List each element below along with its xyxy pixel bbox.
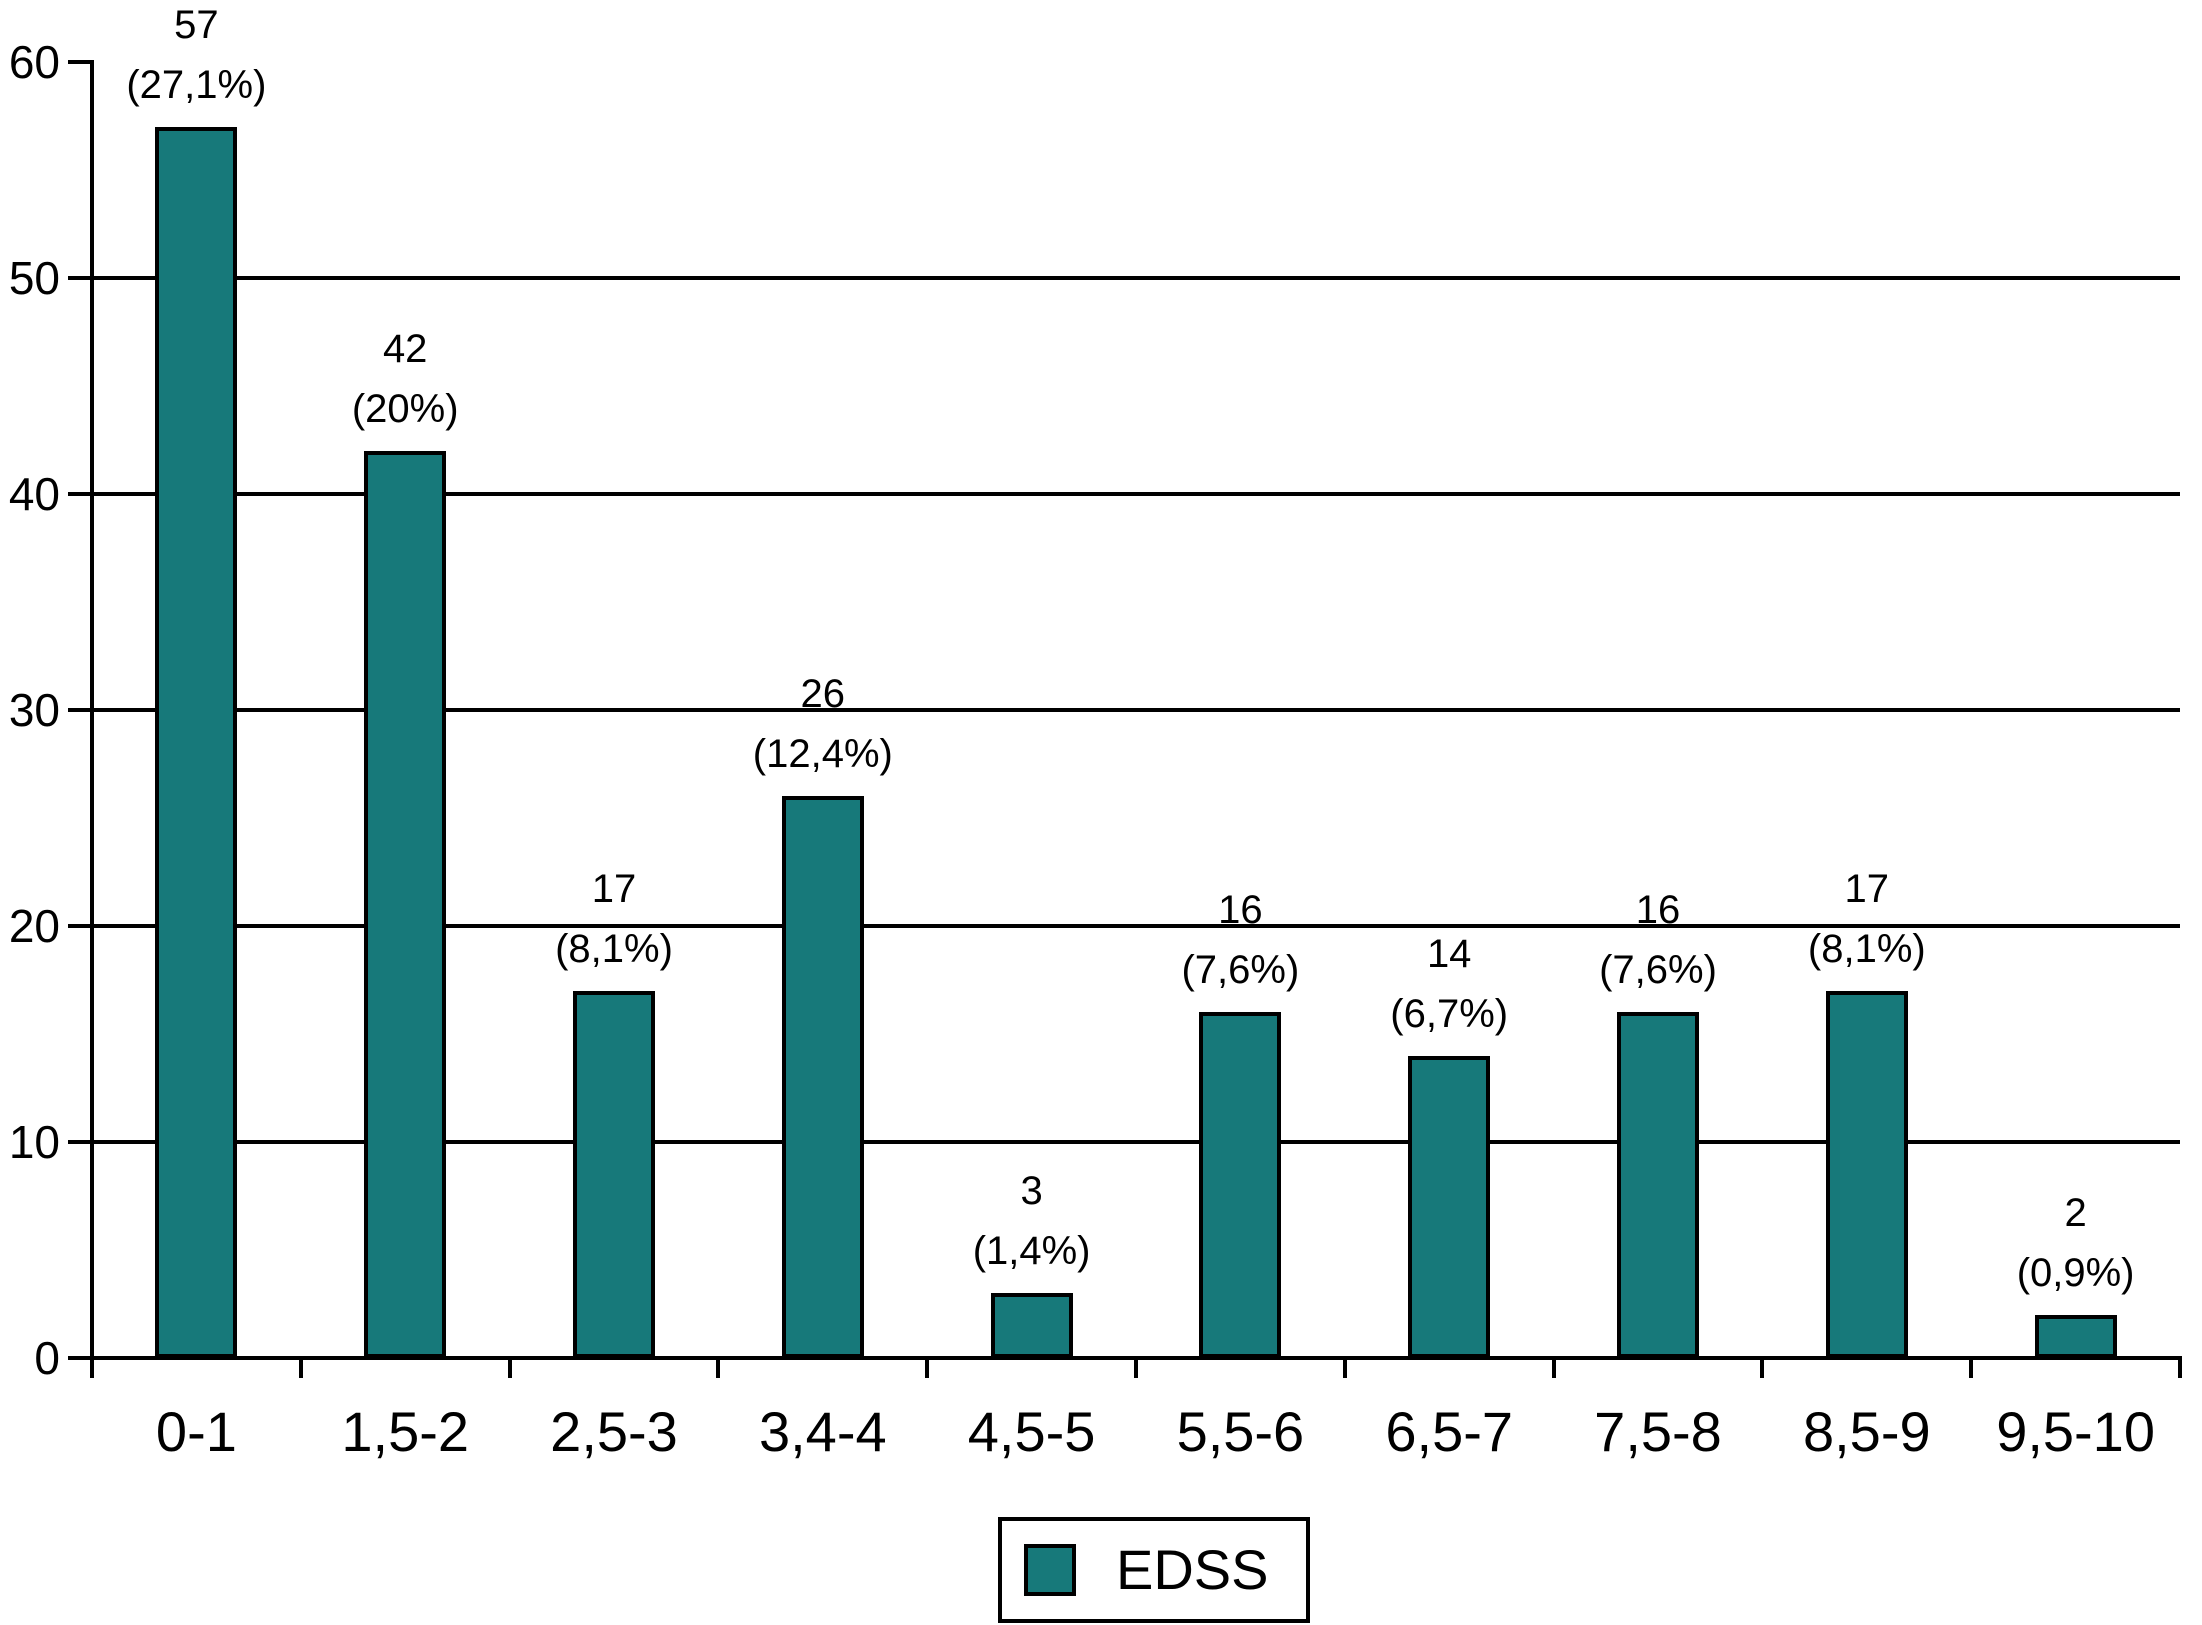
gridline: [92, 924, 2180, 928]
bar-count-text: 57: [174, 2, 219, 47]
bar-value-label: 42 (20%): [245, 319, 565, 439]
bar-value-label: 16 (7,6%): [1498, 880, 1818, 1000]
bar: [1408, 1055, 1491, 1358]
x-tick-label: 8,5-9: [1802, 1400, 1931, 1463]
bar-count-text: 42: [382, 326, 428, 371]
bar: [155, 126, 238, 1358]
y-axis-tick: [68, 276, 92, 280]
y-tick-label: 20: [8, 900, 60, 952]
bar-value-label: 2 (0,9%): [1916, 1183, 2202, 1303]
bar-value-label: 3 (1,4%): [872, 1161, 1192, 1281]
bar-percent-text: (20%): [351, 386, 459, 431]
x-axis-tick: [1760, 1358, 1765, 1378]
x-axis-tick: [2178, 1358, 2182, 1378]
bar-percent-text: (27,1%): [126, 62, 267, 107]
x-axis-tick: [90, 1358, 94, 1378]
bar-count-text: 17: [591, 866, 637, 911]
y-tick-label: 50: [8, 252, 60, 304]
bar-count-text: 17: [1844, 866, 1890, 911]
bar-count-text: 14: [1426, 931, 1472, 976]
legend-label: EDSS: [1116, 1538, 1269, 1601]
x-tick-label: 2,5-3: [550, 1400, 678, 1463]
bar: [364, 450, 447, 1358]
bar-percent-text: (12,4%): [752, 732, 893, 777]
legend: EDSS: [998, 1517, 1310, 1623]
x-tick-label: 4,5-5: [967, 1400, 1096, 1463]
bar-percent-text: (7,6%): [1181, 948, 1300, 993]
y-tick-label: 0: [34, 1332, 60, 1384]
y-tick-label: 40: [8, 468, 60, 520]
x-tick-label: 9,5-10: [1996, 1400, 2155, 1463]
bar-value-label: 17 (8,1%): [1707, 859, 2027, 979]
x-axis-tick: [1969, 1358, 1974, 1378]
x-axis-tick: [1551, 1358, 1556, 1378]
bar: [1617, 1012, 1699, 1358]
bar-percent-text: (6,7%): [1390, 991, 1509, 1036]
x-axis-tick: [507, 1358, 512, 1378]
bar-count-text: 3: [1020, 1169, 1043, 1214]
bar-count-text: 16: [1218, 888, 1263, 933]
x-axis-tick: [716, 1358, 721, 1378]
bar-value-label: 57 (27,1%): [36, 0, 356, 115]
gridline: [92, 1140, 2180, 1144]
x-axis-tick: [925, 1358, 930, 1378]
y-axis-tick: [68, 492, 92, 496]
x-tick-label: 1,5-2: [341, 1400, 469, 1463]
bar-percent-text: (7,6%): [1599, 948, 1717, 993]
x-tick-label: 5,5-6: [1176, 1400, 1305, 1463]
bar-percent-text: (8,1%): [555, 926, 673, 971]
bar: [2034, 1314, 2117, 1358]
y-axis-tick: [68, 1140, 92, 1144]
bar-value-label: 26 (12,4%): [663, 664, 983, 784]
bar: [781, 796, 864, 1358]
gridline: [92, 276, 2180, 280]
bar-percent-text: (1,4%): [972, 1229, 1091, 1274]
bar: [990, 1293, 1073, 1358]
x-tick-label: 0-1: [155, 1400, 237, 1463]
y-axis-tick: [68, 1356, 92, 1360]
bar-count-text: 16: [1635, 888, 1681, 933]
x-tick-label: 7,5-8: [1594, 1400, 1722, 1463]
x-axis-tick: [298, 1358, 303, 1378]
x-tick-label: 3,4-4: [758, 1400, 887, 1463]
bar-count-text: 26: [800, 672, 846, 717]
y-axis: [90, 60, 94, 1360]
x-tick-label: 6,5-7: [1385, 1400, 1513, 1463]
bar-percent-text: (8,1%): [1807, 926, 1926, 971]
bar-count-text: 2: [2064, 1190, 2087, 1235]
bar-value-label: 17 (8,1%): [454, 859, 774, 979]
bar: [573, 990, 655, 1358]
legend-swatch: [1024, 1544, 1076, 1596]
x-axis-tick: [1342, 1358, 1347, 1378]
y-tick-label: 10: [8, 1116, 60, 1168]
gridline: [92, 492, 2180, 496]
bar: [1825, 990, 1908, 1358]
bar-value-label: 14 (6,7%): [1289, 924, 1609, 1044]
x-axis-tick: [1134, 1358, 1138, 1378]
bar: [1199, 1012, 1282, 1358]
bar-value-label: 16 (7,6%): [1080, 880, 1400, 1000]
y-axis-tick: [68, 708, 92, 712]
y-axis-tick: [68, 924, 92, 928]
y-axis-tick: [68, 60, 92, 64]
gridline: [92, 708, 2180, 712]
y-tick-label: 60: [8, 36, 60, 88]
bar-percent-text: (0,9%): [2016, 1250, 2135, 1295]
y-tick-label: 30: [8, 684, 60, 736]
